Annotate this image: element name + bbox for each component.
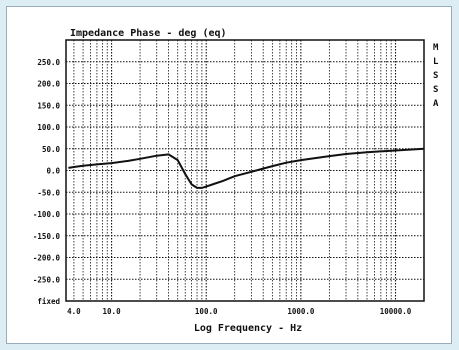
plot-border [65, 39, 425, 302]
x-tick-label: 1000.0 [287, 307, 315, 316]
tick-labels: 250.0 200.0 150.0 100.0 50.0 0.0 -50.0 -100.0 -1… [33, 58, 412, 316]
y-tick-label: -100.0 [33, 210, 61, 219]
y-tick-label: 0.0 [46, 167, 60, 176]
side-letter: S [433, 71, 438, 81]
x-tick-label: 100.0 [195, 307, 218, 316]
y-tick-label: 200.0 [37, 80, 60, 89]
grid-lines [66, 40, 425, 301]
chart-title: Impedance Phase - deg (eq) [70, 28, 227, 39]
y-tick-label: -250.0 [33, 275, 61, 284]
chart-frame [6, 6, 452, 344]
y-tick-label: 50.0 [42, 145, 61, 154]
side-letter: L [433, 57, 439, 67]
y-tick-label: 250.0 [37, 58, 60, 67]
y-tick-label: 100.0 [37, 123, 60, 132]
x-tick-label: 10.0 [103, 307, 122, 316]
side-letter: M [433, 43, 439, 53]
y-tick-label: -50.0 [37, 188, 60, 197]
y-tick-label: -200.0 [33, 254, 61, 263]
phase-curve [68, 147, 425, 189]
y-tick-label: 150.0 [37, 101, 60, 110]
x-tick-label: 4.0 [67, 307, 81, 316]
y-tick-label: fixed [37, 297, 60, 306]
x-tick-label: 10000.0 [380, 307, 412, 316]
y-tick-label: -150.0 [33, 232, 61, 241]
side-letter: S [433, 85, 438, 95]
side-letter: A [433, 99, 439, 109]
x-axis-label: Log Frequency - Hz [194, 323, 302, 334]
